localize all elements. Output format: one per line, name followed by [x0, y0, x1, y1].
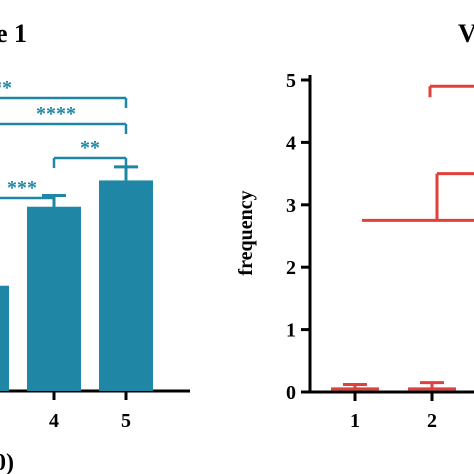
- sig-label-2: ****: [36, 103, 76, 125]
- right-y-ticks: [301, 78, 310, 394]
- left-x-ticks: [52, 391, 128, 400]
- right-brackets: [362, 84, 474, 222]
- y-tick-label-4: 4: [286, 132, 296, 154]
- right-y-tick-labels: 0 1 2 3 4 5: [286, 70, 296, 404]
- bar-partial: [0, 285, 9, 391]
- left-bars: [0, 180, 153, 391]
- left-significance-brackets: ***********: [0, 77, 128, 208]
- y-tick-label-0: 0: [286, 382, 296, 404]
- figure-heading: e 1: [0, 19, 27, 48]
- x-tick-label-4: 4: [49, 410, 59, 432]
- right-bars: [331, 381, 456, 391]
- figure-corner-text: V: [458, 19, 474, 48]
- left-chart: 45 ***********: [0, 77, 190, 432]
- sig-label-3: **: [80, 137, 100, 159]
- x-tick-label-5: 5: [121, 410, 131, 432]
- y-tick-label-5: 5: [286, 70, 296, 92]
- bar-5: [99, 180, 153, 391]
- bar-4: [27, 206, 81, 391]
- y-tick-label-1: 1: [286, 320, 296, 342]
- figure-bottom-mark: 0): [0, 450, 14, 474]
- sig-label-1: **: [0, 77, 12, 99]
- sig-label-4: ***: [7, 177, 37, 199]
- right-y-axis-label: frequency: [235, 190, 257, 275]
- x-tick-label-2: 2: [427, 410, 437, 432]
- right-x-ticks: [353, 392, 434, 401]
- y-tick-label-3: 3: [286, 195, 296, 217]
- x-tick-label-1: 1: [350, 410, 360, 432]
- y-tick-label-2: 2: [286, 257, 296, 279]
